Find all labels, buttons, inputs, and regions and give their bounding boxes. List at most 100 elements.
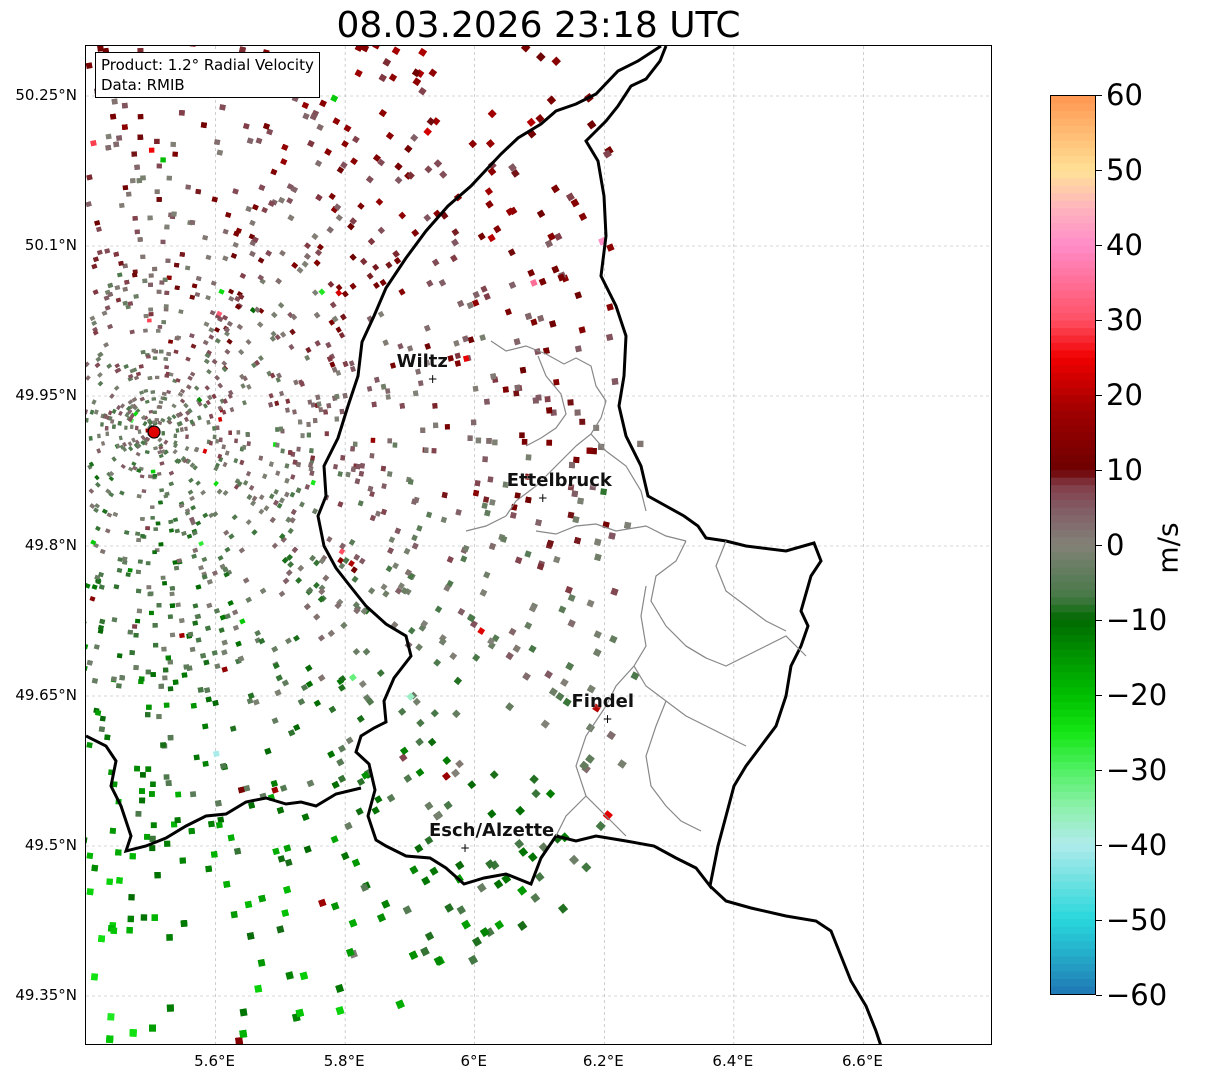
radar-gate	[356, 777, 366, 786]
radar-gate	[316, 123, 324, 131]
radar-gate	[519, 432, 525, 439]
radar-gate	[91, 263, 98, 270]
radar-gate	[363, 694, 371, 702]
colorbar-tick-label: −20	[1106, 678, 1168, 712]
colorbar-segment	[1051, 971, 1095, 980]
radar-gate	[305, 680, 314, 688]
radar-gate	[137, 429, 142, 434]
city-marker: +	[538, 491, 548, 505]
radar-gate	[166, 416, 172, 422]
radar-gate	[233, 458, 239, 464]
radar-gate	[423, 127, 432, 136]
radar-gate	[311, 233, 319, 241]
radar-gate	[92, 289, 99, 295]
radar-gate	[424, 931, 435, 941]
radar-gate	[387, 547, 394, 555]
radar-gate	[544, 670, 553, 679]
radar-gate	[399, 403, 405, 409]
radar-gate	[332, 463, 339, 470]
radar-gate	[139, 788, 145, 794]
colorbar-tick-mark	[1096, 920, 1102, 921]
radar-gate	[192, 547, 199, 553]
radar-gate	[116, 404, 122, 411]
radar-gate	[244, 900, 253, 909]
radar-map[interactable]: + + + +	[86, 46, 992, 1045]
radar-gate	[342, 557, 350, 564]
radar-gate	[124, 425, 128, 430]
colorbar-segment	[1051, 342, 1095, 352]
radar-gate	[424, 165, 433, 174]
colorbar-segment	[1051, 537, 1095, 546]
radar-gate	[285, 398, 291, 404]
radar-gate	[537, 314, 545, 323]
radar-gate	[134, 164, 140, 170]
radar-gate	[156, 603, 162, 608]
radar-gate	[203, 321, 210, 327]
radar-gate	[184, 265, 191, 271]
radar-gate	[249, 219, 256, 227]
radar-gate	[133, 665, 139, 671]
radar-gate	[423, 447, 429, 454]
radar-gate	[91, 677, 98, 684]
radar-gate	[148, 312, 154, 317]
radar-gate	[380, 465, 387, 472]
radar-gate	[251, 495, 258, 502]
radar-gate	[276, 372, 282, 379]
radar-gate	[295, 577, 302, 584]
radar-gate	[290, 313, 298, 321]
colorbar-tick-label: −50	[1106, 903, 1168, 937]
radar-gate	[308, 462, 314, 468]
colorbar-segment	[1051, 238, 1095, 247]
radar-gate	[245, 338, 252, 345]
radar-gate	[230, 252, 238, 259]
radar-gate	[558, 605, 567, 614]
radar-gate	[164, 290, 170, 296]
radar-gate	[439, 170, 448, 179]
radar-gate	[152, 356, 158, 360]
radar-gate	[242, 480, 249, 486]
radar-gate	[131, 437, 136, 443]
radar-gate	[282, 577, 290, 585]
radar-gate	[154, 872, 161, 879]
radar-gate	[415, 368, 422, 375]
radar-gate	[487, 809, 497, 819]
radar-gate	[174, 528, 180, 534]
radar-gate	[327, 750, 336, 759]
radar-gate	[285, 516, 292, 523]
radar-gate	[234, 847, 242, 855]
radar-gate	[472, 299, 480, 307]
radar-gate	[453, 676, 462, 685]
radar-gate	[330, 902, 340, 911]
colorbar-tick-label: 40	[1106, 228, 1143, 262]
radar-gate	[463, 355, 470, 362]
radar-gate	[485, 200, 494, 209]
radar-gate	[349, 282, 357, 290]
map-panel[interactable]: + + + +	[85, 45, 992, 1045]
radar-gate	[479, 589, 488, 597]
radar-gate	[171, 414, 177, 420]
colorbar-segment	[1051, 335, 1095, 344]
radar-gate	[530, 279, 538, 287]
radar-gate	[169, 603, 176, 609]
radar-gate	[535, 519, 542, 527]
radar-gate	[158, 445, 164, 451]
radar-gate	[349, 217, 357, 225]
lat-tick-label: 49.95°N	[15, 386, 77, 404]
colorbar-segment	[1051, 327, 1095, 337]
radar-gate	[156, 472, 162, 476]
radar-gate	[309, 554, 316, 562]
radar-gate	[286, 554, 293, 561]
colorbar-segment	[1051, 170, 1095, 179]
radar-gate	[245, 205, 252, 213]
radar-gate	[211, 196, 218, 203]
colorbar-tick-mark	[1096, 245, 1102, 246]
radar-gate	[202, 760, 209, 767]
radar-gate	[279, 426, 284, 432]
radar-gate	[292, 459, 298, 465]
colorbar-segment	[1051, 956, 1095, 965]
radar-gate	[185, 458, 192, 465]
radar-gate	[520, 46, 531, 53]
radar-gate	[150, 822, 157, 829]
radar-gate	[517, 885, 528, 896]
radar-gate	[206, 368, 212, 375]
